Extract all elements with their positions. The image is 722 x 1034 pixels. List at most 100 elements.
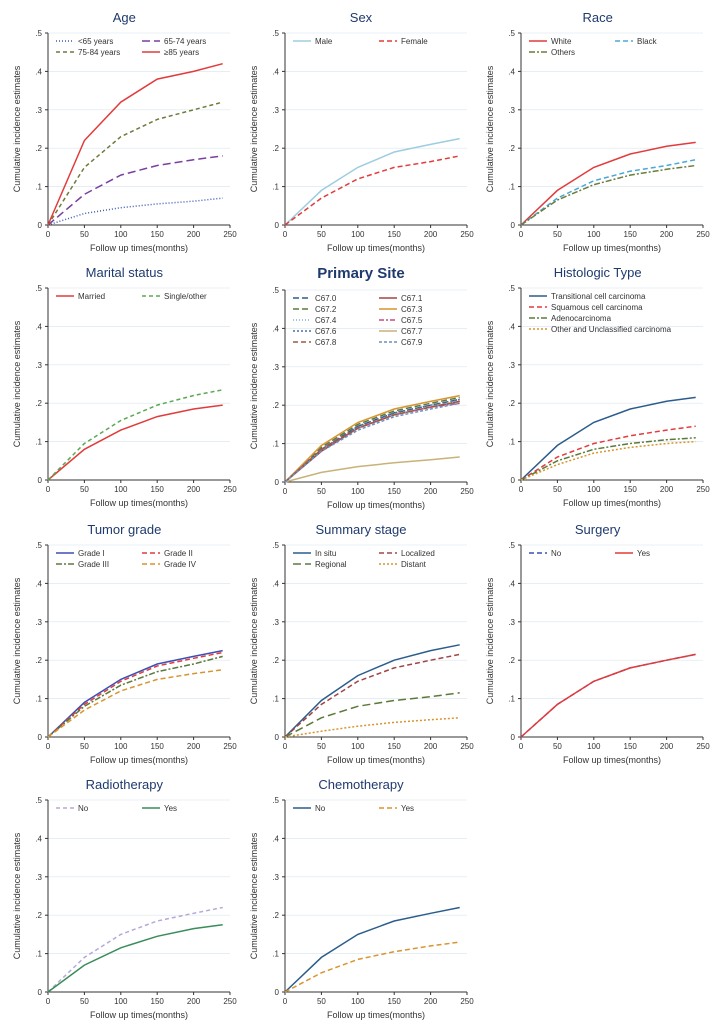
svg-text:0: 0 (519, 485, 524, 494)
legend-label: Grade III (78, 560, 109, 569)
panel-title: Age (10, 10, 239, 25)
svg-text:.2: .2 (35, 656, 42, 665)
svg-text:100: 100 (114, 485, 128, 494)
chart-grid: Age 0 50 100 150 200 250 0 .1 .2 .3 .4 .5 Follow up t… (10, 10, 712, 1024)
svg-text:200: 200 (187, 230, 201, 239)
svg-text:.2: .2 (272, 911, 279, 920)
data-series (285, 693, 460, 737)
y-axis-label: Cumulative incidence estimates (12, 832, 22, 959)
data-series (521, 142, 696, 225)
svg-text:.5: .5 (35, 796, 42, 805)
data-series (48, 64, 223, 225)
svg-text:150: 150 (151, 485, 165, 494)
data-series (521, 426, 696, 480)
panel-title: Tumor grade (10, 522, 239, 537)
chart-svg: 0501001502002500.1.2.3.4.5Follow up time… (247, 539, 475, 769)
legend-label: Squamous cell carcinoma (551, 303, 643, 312)
svg-text:.4: .4 (272, 579, 279, 588)
chart-svg: 0501001502002500.1.2.3.4.5Follow up time… (483, 27, 711, 257)
svg-text:0: 0 (511, 221, 516, 230)
svg-text:0: 0 (274, 221, 279, 230)
chart-svg: 0501001502002500.1.2.3.4.5Follow up time… (10, 27, 238, 257)
svg-text:100: 100 (351, 230, 365, 239)
svg-text:.3: .3 (509, 106, 516, 115)
svg-text:.4: .4 (35, 322, 42, 331)
data-series (285, 156, 460, 225)
svg-text:50: 50 (80, 230, 89, 239)
legend-label: C67.2 (315, 305, 337, 314)
legend-label: C67.6 (315, 327, 337, 336)
svg-text:0: 0 (38, 476, 43, 485)
data-series (285, 399, 460, 482)
data-series (521, 654, 696, 737)
svg-text:200: 200 (424, 742, 438, 751)
svg-text:100: 100 (587, 485, 601, 494)
legend-label: 65-74 years (164, 37, 206, 46)
data-series (48, 653, 223, 738)
svg-text:.2: .2 (509, 656, 516, 665)
svg-text:.4: .4 (35, 579, 42, 588)
svg-text:0: 0 (46, 742, 51, 751)
svg-text:0: 0 (46, 230, 51, 239)
data-series (285, 401, 460, 482)
data-series (285, 401, 460, 482)
svg-text:50: 50 (553, 230, 562, 239)
svg-text:250: 250 (223, 742, 237, 751)
data-series (285, 718, 460, 737)
data-series (285, 398, 460, 483)
svg-text:.5: .5 (35, 284, 42, 293)
legend-label: C67.5 (401, 316, 423, 325)
svg-text:.4: .4 (509, 579, 516, 588)
svg-text:.5: .5 (35, 29, 42, 38)
svg-text:250: 250 (697, 742, 711, 751)
y-axis-label: Cumulative incidence estimates (485, 320, 495, 447)
svg-text:0: 0 (511, 733, 516, 742)
svg-text:0: 0 (274, 988, 279, 997)
data-series (48, 156, 223, 225)
svg-text:.4: .4 (272, 67, 279, 76)
x-axis-label: Follow up times(months) (90, 243, 188, 253)
svg-text:.1: .1 (509, 183, 516, 192)
x-axis-label: Follow up times(months) (90, 498, 188, 508)
svg-text:.3: .3 (35, 361, 42, 370)
chart-panel: Radiotherapy0501001502002500.1.2.3.4.5Fo… (10, 777, 239, 1024)
svg-text:.4: .4 (509, 322, 516, 331)
svg-text:100: 100 (114, 742, 128, 751)
svg-text:.3: .3 (272, 618, 279, 627)
svg-text:.1: .1 (35, 950, 42, 959)
svg-text:0: 0 (38, 221, 43, 230)
legend-label: Grade IV (164, 560, 197, 569)
svg-text:250: 250 (223, 485, 237, 494)
svg-text:.3: .3 (272, 363, 279, 372)
svg-text:250: 250 (697, 230, 711, 239)
svg-text:.3: .3 (509, 361, 516, 370)
legend-label: Other and Unclassified carcinoma (551, 325, 672, 334)
svg-text:.2: .2 (509, 144, 516, 153)
legend-label: Grade II (164, 549, 193, 558)
svg-text:.3: .3 (509, 618, 516, 627)
panel-title: Histologic Type (483, 265, 712, 280)
svg-text:50: 50 (553, 742, 562, 751)
data-series (48, 925, 223, 992)
y-axis-label: Cumulative incidence estimates (12, 320, 22, 447)
chart-panel: Sex0501001502002500.1.2.3.4.5Follow up t… (247, 10, 476, 257)
svg-text:.1: .1 (272, 695, 279, 704)
svg-text:50: 50 (317, 230, 326, 239)
legend-label: Yes (637, 549, 650, 558)
svg-text:.4: .4 (272, 324, 279, 333)
legend: <65 years65-74 years75-84 years≥85 years (56, 37, 206, 57)
data-series (521, 442, 696, 480)
x-axis-label: Follow up times(months) (563, 498, 661, 508)
svg-text:0: 0 (38, 988, 43, 997)
svg-text:200: 200 (187, 485, 201, 494)
legend: Grade IGrade IIGrade IIIGrade IV (56, 549, 197, 569)
legend-label: C67.1 (401, 294, 423, 303)
chart-panel: Surgery0501001502002500.1.2.3.4.5Follow … (483, 522, 712, 769)
svg-text:150: 150 (624, 485, 638, 494)
svg-text:.1: .1 (509, 438, 516, 447)
panel-title: Race (483, 10, 712, 25)
data-series (48, 656, 223, 737)
svg-text:.4: .4 (35, 834, 42, 843)
x-axis-label: Follow up times(months) (563, 755, 661, 765)
svg-text:200: 200 (660, 230, 674, 239)
